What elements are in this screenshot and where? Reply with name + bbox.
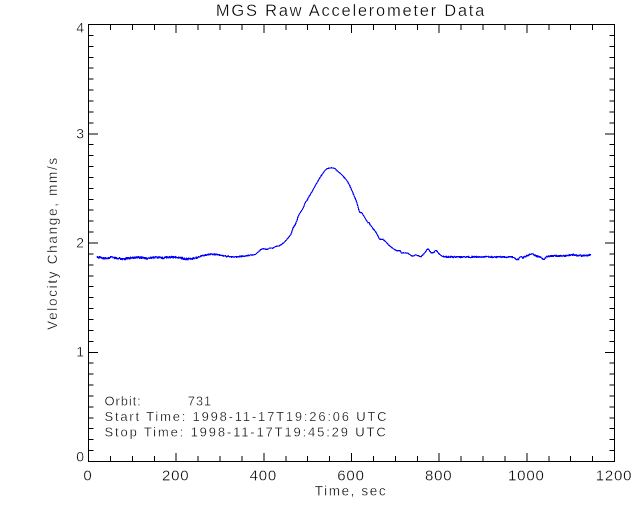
svg-text:Start Time: 1998-11-17T19:26:0: Start Time: 1998-11-17T19:26:06 UTC — [105, 409, 389, 424]
svg-text:1000: 1000 — [508, 468, 545, 485]
svg-text:200: 200 — [162, 468, 189, 485]
svg-text:600: 600 — [337, 468, 364, 485]
svg-text:0: 0 — [76, 448, 84, 464]
svg-text:1200: 1200 — [596, 468, 633, 485]
svg-text:4: 4 — [76, 19, 84, 35]
svg-text:731: 731 — [188, 394, 212, 409]
svg-text:MGS Raw Accelerometer Data: MGS Raw Accelerometer Data — [216, 2, 486, 20]
svg-text:Orbit:: Orbit: — [105, 394, 142, 409]
svg-text:400: 400 — [250, 468, 277, 485]
svg-text:Time, sec: Time, sec — [315, 484, 387, 499]
svg-text:2: 2 — [76, 234, 84, 250]
svg-text:800: 800 — [425, 468, 452, 485]
svg-text:0: 0 — [83, 468, 92, 485]
svg-text:3: 3 — [76, 125, 84, 141]
svg-text:Velocity Change, mm/s: Velocity Change, mm/s — [45, 156, 60, 330]
svg-text:1: 1 — [76, 343, 84, 359]
svg-text:Stop Time: 1998-11-17T19:45:29: Stop Time: 1998-11-17T19:45:29 UTC — [105, 424, 388, 439]
